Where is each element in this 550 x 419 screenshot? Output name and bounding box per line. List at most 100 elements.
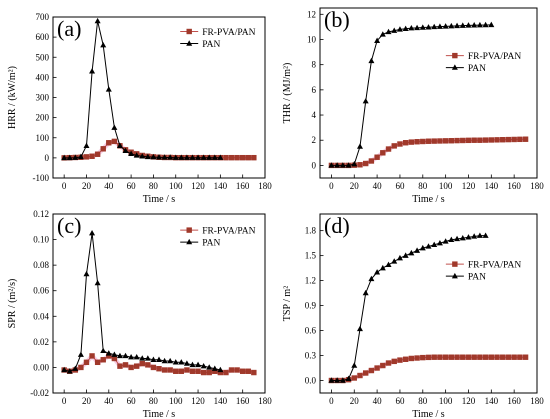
data-point (362, 289, 369, 296)
data-point (505, 354, 512, 360)
data-point (156, 366, 162, 372)
series-fr-pva-pan (328, 354, 529, 384)
data-point (100, 357, 106, 363)
data-point (234, 367, 240, 373)
data-point (500, 137, 506, 143)
data-point (200, 369, 207, 376)
data-point (419, 24, 426, 30)
y-tick-label: 2 (312, 135, 317, 145)
data-point (408, 139, 415, 145)
y-tick-label: 4 (312, 110, 317, 120)
data-point (89, 229, 96, 236)
data-point (391, 258, 398, 264)
legend-entry: FR-PVA/PAN (468, 52, 521, 62)
panel-a-legend: FR-PVA/PAN PAN (180, 28, 256, 50)
data-point (83, 270, 90, 277)
data-point (402, 25, 409, 31)
data-point (471, 22, 478, 28)
data-point (139, 355, 146, 361)
data-point (66, 368, 73, 374)
x-tick-label: 0 (62, 396, 67, 406)
y-tick-label: 0.0 (305, 376, 317, 386)
data-point (448, 138, 455, 144)
data-point (217, 366, 224, 373)
panel-d: 0 20 40 60 80 100 120 140 160 180 0.0 0.3 0.6 0.9 1.2 1… (282, 213, 544, 419)
data-point (139, 360, 145, 367)
data-point (200, 154, 207, 160)
data-point (167, 154, 174, 160)
data-point (122, 362, 129, 368)
data-point (94, 151, 101, 157)
data-point (391, 143, 397, 149)
x-tick-label: 60 (127, 396, 137, 406)
data-point (494, 354, 500, 360)
x-tick-label: 0 (329, 396, 334, 406)
panel-c-label: (c) (57, 213, 81, 238)
data-point (368, 275, 375, 282)
data-point (385, 261, 392, 267)
data-point (105, 86, 112, 92)
data-point (402, 356, 409, 362)
y-tick-label: 6 (312, 85, 317, 95)
data-point (150, 153, 157, 160)
legend-entry: PAN (202, 239, 220, 249)
x-tick-label: 140 (214, 396, 228, 406)
data-point (356, 143, 363, 149)
data-point (178, 154, 185, 160)
panel-d-frame (319, 213, 538, 394)
data-point (420, 138, 426, 145)
data-point (522, 354, 529, 360)
x-tick-label: 180 (530, 396, 544, 406)
panel-c-frame (52, 213, 266, 394)
data-point (195, 154, 202, 160)
data-point (89, 353, 95, 359)
series-pan (61, 17, 224, 161)
panel-a-label: (a) (57, 16, 81, 41)
data-point (161, 367, 168, 373)
panel-d-ylabel: TSP / m² (282, 286, 293, 321)
data-point (345, 162, 352, 168)
data-point (133, 363, 140, 369)
data-point (172, 154, 179, 160)
data-point (122, 147, 129, 154)
data-point (454, 354, 460, 360)
data-point (482, 232, 489, 238)
data-point (414, 247, 421, 253)
data-point (380, 362, 386, 369)
data-point (431, 138, 437, 144)
data-point (239, 368, 246, 374)
data-point (425, 354, 432, 361)
panel-b-ylabel: THR / (MJ/m²) (282, 63, 293, 124)
data-point (234, 154, 240, 161)
x-tick-label: 100 (169, 181, 183, 191)
data-point (77, 153, 84, 160)
data-point (178, 359, 185, 365)
data-point (425, 138, 432, 144)
y-tick-label: -0.02 (30, 388, 49, 398)
data-point (425, 24, 432, 30)
data-point (500, 354, 506, 360)
x-tick-label: 180 (258, 396, 272, 406)
data-point (89, 68, 96, 74)
data-point (385, 146, 392, 152)
data-point (454, 22, 461, 29)
y-tick-label: 0 (312, 160, 317, 170)
y-tick-label: 400 (36, 72, 50, 82)
panel-c-ylabel: SPR / (m²/s) (7, 279, 18, 329)
data-point (522, 136, 529, 142)
data-point (448, 354, 455, 360)
x-tick-label: 60 (127, 181, 137, 191)
y-tick-label: 12 (307, 9, 316, 19)
data-point (61, 154, 68, 161)
series-fr-pva-pan (328, 136, 529, 169)
data-point (339, 162, 346, 168)
data-point (419, 244, 426, 251)
y-tick-label: 8 (312, 60, 317, 70)
data-point (83, 359, 90, 366)
y-tick-label: 600 (36, 32, 50, 42)
data-point (351, 375, 357, 381)
legend-entry: PAN (468, 64, 486, 74)
data-point (402, 252, 409, 258)
x-tick-label: 160 (507, 181, 521, 191)
data-point (448, 236, 455, 243)
